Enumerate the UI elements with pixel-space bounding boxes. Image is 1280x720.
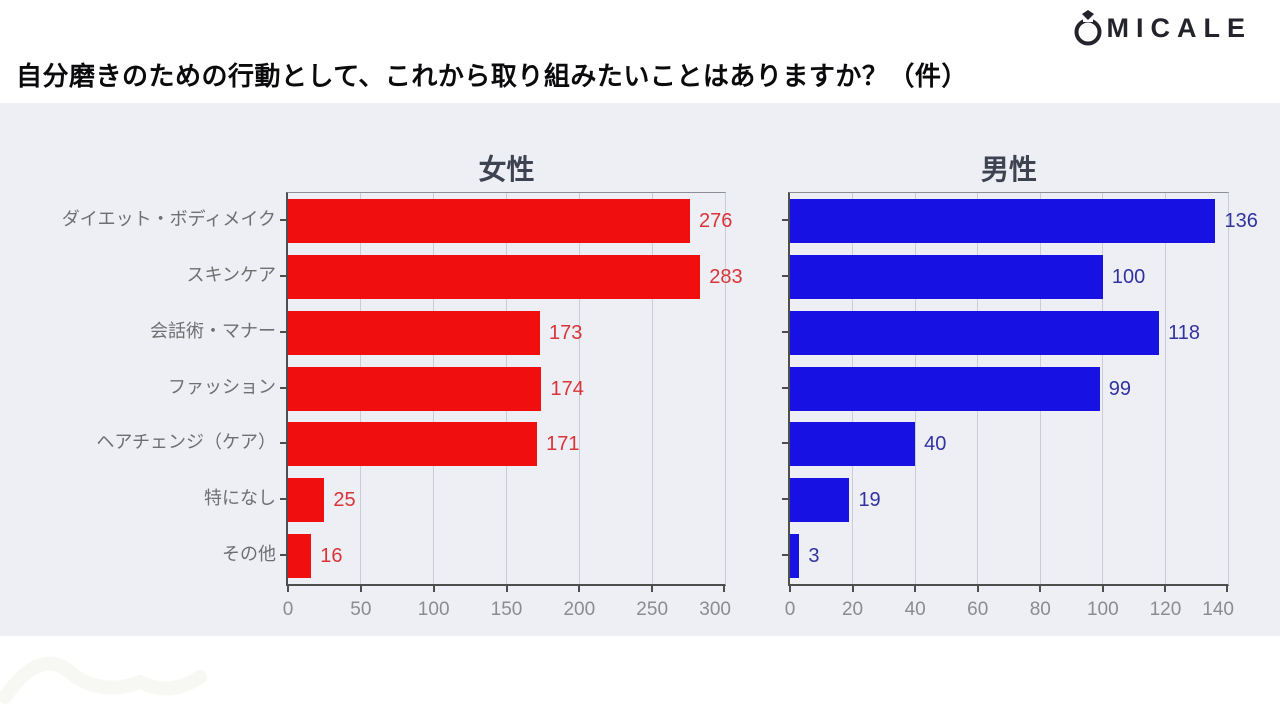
bar-value-label: 100 bbox=[1111, 265, 1146, 288]
bar bbox=[288, 478, 325, 523]
x-axis-tick bbox=[914, 585, 917, 592]
brand-letters: MICALE bbox=[1106, 13, 1252, 43]
category-tick bbox=[280, 498, 287, 501]
bar-value-label: 136 bbox=[1224, 209, 1258, 232]
gridline bbox=[578, 193, 580, 584]
category-tick bbox=[782, 274, 789, 277]
category-tick bbox=[280, 218, 287, 221]
x-axis-label: 80 bbox=[1029, 599, 1051, 620]
ring-icon bbox=[1074, 10, 1101, 46]
female-plot: 276 283 173 174 171 25 16 bbox=[286, 192, 743, 586]
x-axis-label: 0 bbox=[282, 599, 294, 620]
category-tick bbox=[782, 498, 789, 501]
x-axis-label: 150 bbox=[490, 599, 523, 620]
x-axis-tick bbox=[359, 585, 362, 592]
x-axis-tick bbox=[723, 585, 725, 592]
x-axis-tick bbox=[1101, 585, 1104, 592]
bar-value-label: 25 bbox=[333, 489, 356, 512]
bar-value-label: 174 bbox=[550, 377, 584, 400]
x-axis-label: 40 bbox=[904, 599, 926, 620]
bar bbox=[790, 478, 850, 523]
category-label: ダイエット・ボディメイク bbox=[61, 209, 276, 229]
x-axis-tick bbox=[851, 585, 854, 592]
category-tick bbox=[280, 386, 287, 389]
x-axis-label: 200 bbox=[563, 599, 596, 620]
bar bbox=[288, 310, 540, 355]
x-axis-tick bbox=[976, 585, 979, 592]
bar bbox=[790, 198, 1216, 243]
bar-value-label: 173 bbox=[549, 321, 583, 344]
category-tick bbox=[280, 330, 287, 333]
bar-value-label: 118 bbox=[1168, 321, 1201, 344]
x-axis-tick bbox=[287, 585, 289, 592]
male-plot: 136 100 118 99 40 19 3 bbox=[788, 192, 1258, 586]
category-label: 会話術・マナー bbox=[150, 320, 276, 341]
bar bbox=[288, 254, 701, 299]
x-axis-label: 50 bbox=[350, 599, 372, 620]
bar-value-label: 276 bbox=[699, 209, 733, 232]
category-tick bbox=[782, 218, 789, 221]
category-tick bbox=[280, 442, 287, 445]
x-axis-label: 120 bbox=[1149, 599, 1182, 620]
x-axis-label: 60 bbox=[967, 599, 989, 620]
x-axis-label: 100 bbox=[417, 599, 450, 620]
x-axis-tick bbox=[1039, 585, 1042, 592]
bar-value-label: 16 bbox=[320, 545, 343, 568]
category-tick bbox=[280, 274, 287, 277]
category-label: その他 bbox=[222, 544, 276, 565]
bar bbox=[288, 366, 542, 411]
x-axis-tick bbox=[1164, 585, 1167, 592]
bar bbox=[790, 534, 800, 579]
bar bbox=[790, 310, 1160, 355]
bar bbox=[288, 534, 312, 579]
category-labels: ダイエット・ボディメイクスキンケア会話術・マナーファッションヘアチェンジ（ケア）… bbox=[0, 192, 276, 583]
x-axis-label: 0 bbox=[784, 599, 796, 620]
x-axis-label: 20 bbox=[841, 599, 864, 620]
category-tick bbox=[782, 442, 789, 445]
bar-value-label: 171 bbox=[546, 433, 580, 456]
male-chart-title: 男性 bbox=[980, 154, 1037, 185]
gridline bbox=[1164, 193, 1166, 584]
bar-value-label: 19 bbox=[858, 489, 881, 512]
category-label: ファッション bbox=[168, 376, 276, 397]
bar-value-label: 99 bbox=[1108, 377, 1131, 400]
bar bbox=[288, 422, 538, 467]
x-axis-tick bbox=[578, 585, 581, 592]
category-tick bbox=[782, 330, 789, 333]
bar-value-label: 283 bbox=[709, 265, 743, 288]
gridline bbox=[651, 193, 653, 584]
x-axis-tick bbox=[432, 585, 435, 592]
page-title: 自分磨きのための行動として、これから取り組みたいことはありますか？（件） bbox=[16, 61, 968, 91]
x-axis-label: 140 bbox=[1202, 599, 1234, 620]
category-tick bbox=[782, 386, 789, 389]
category-label: スキンケア bbox=[186, 264, 276, 285]
x-axis-tick bbox=[651, 585, 654, 592]
female-chart-title: 女性 bbox=[478, 154, 535, 185]
bar bbox=[790, 254, 1103, 299]
bar bbox=[790, 422, 916, 467]
category-tick bbox=[782, 554, 789, 557]
x-axis-label: 300 bbox=[699, 599, 731, 620]
category-label: 特になし bbox=[204, 488, 276, 509]
x-axis-tick bbox=[789, 585, 791, 592]
x-axis-tick bbox=[505, 585, 508, 592]
bar-value-label: 40 bbox=[924, 433, 947, 456]
category-tick bbox=[280, 554, 287, 557]
x-axis-label: 250 bbox=[636, 599, 669, 620]
bar-value-label: 3 bbox=[808, 545, 820, 568]
watermark-shape bbox=[0, 656, 207, 704]
bar bbox=[790, 366, 1100, 411]
category-label: ヘアチェンジ（ケア） bbox=[96, 432, 276, 453]
bar bbox=[288, 198, 691, 243]
brand-logo: MICALE bbox=[1071, 10, 1253, 46]
gridline bbox=[1102, 193, 1104, 584]
x-axis-tick bbox=[1226, 585, 1228, 592]
x-axis-label: 100 bbox=[1086, 599, 1119, 620]
